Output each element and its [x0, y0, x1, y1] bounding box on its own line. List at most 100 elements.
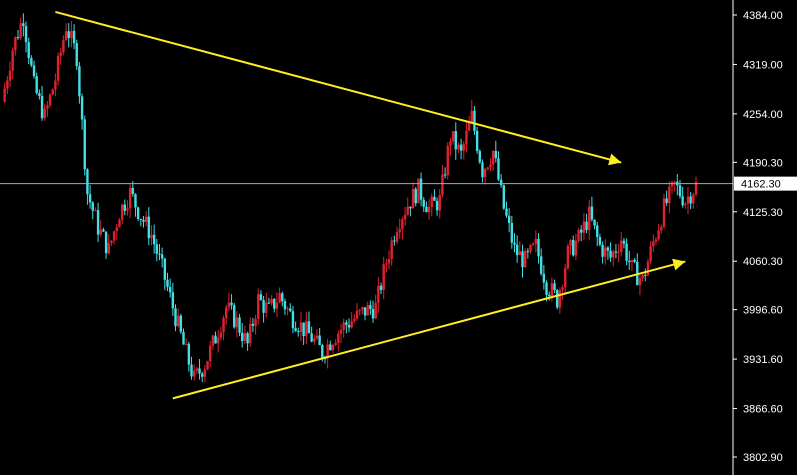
candle-down [628, 260, 631, 263]
candle-up [195, 368, 199, 371]
candle-up [411, 188, 415, 209]
candle-down [556, 290, 559, 308]
candle-down [545, 282, 548, 295]
candle-up [390, 240, 393, 259]
candle-down [230, 302, 233, 306]
candle-up [457, 144, 460, 150]
candle-down [32, 65, 36, 77]
candle-down [553, 283, 556, 291]
candle-up [604, 247, 607, 257]
current-price-box [734, 176, 797, 191]
candle-up [366, 305, 369, 316]
candle-up [192, 370, 196, 377]
candle-down [158, 253, 161, 255]
candle-down [200, 373, 204, 377]
candle-down [27, 42, 30, 59]
candle-up [184, 343, 188, 345]
candle-up [254, 318, 257, 326]
candle-up [417, 178, 420, 204]
candle-down [83, 119, 86, 170]
candle-up [70, 30, 73, 39]
candle-up [660, 226, 663, 231]
candle-down [238, 317, 241, 333]
candle-up [337, 333, 340, 343]
candle-up [446, 145, 449, 176]
candle-up [529, 244, 532, 252]
candle-up [326, 344, 329, 359]
candle-down [596, 225, 599, 237]
candle-down [371, 309, 375, 319]
candle-down [22, 23, 25, 27]
candle-up [217, 337, 220, 344]
candle-down [171, 292, 175, 309]
trendline-arrowhead [608, 153, 622, 166]
candle-down [318, 335, 321, 346]
y-tick-label: 3931.60 [743, 354, 783, 366]
candle-up [118, 219, 121, 228]
y-tick-label: 4384.00 [743, 10, 783, 22]
candle-down [505, 208, 508, 216]
candle-up [395, 232, 399, 242]
candle-up [126, 208, 129, 211]
candle-down [497, 158, 500, 180]
y-tick-label: 3996.60 [743, 305, 783, 317]
candle-down [251, 323, 255, 326]
candle-up [64, 31, 68, 41]
candle-down [160, 254, 164, 259]
candle-down [104, 231, 108, 254]
candle-down [379, 285, 383, 291]
candle-down [537, 238, 540, 257]
candle-down [329, 344, 332, 351]
candle-down [139, 218, 142, 220]
candle-down [80, 96, 84, 120]
candle-up [483, 168, 487, 178]
candle-up [43, 108, 46, 119]
candle-down [459, 144, 463, 151]
candle-down [422, 199, 425, 207]
trendline-2 [172, 260, 686, 400]
candle-down [665, 198, 668, 204]
candle-down [419, 178, 423, 200]
candle-up [451, 131, 455, 142]
candle-down [35, 76, 38, 94]
candle-down [689, 196, 692, 204]
candle-up [8, 70, 12, 81]
candle-down [187, 343, 191, 365]
candle-up [382, 264, 385, 291]
candle-down [246, 333, 249, 344]
candle-down [494, 150, 498, 159]
candle-down [310, 333, 313, 342]
candle-down [75, 43, 78, 67]
candle-up [489, 164, 492, 168]
trendline-arrowhead [672, 258, 686, 271]
candle-up [673, 181, 676, 183]
candle-down [369, 305, 372, 310]
candle-up [398, 229, 401, 233]
candle-down [67, 31, 70, 39]
candle-up [342, 322, 345, 330]
candle-up [222, 317, 225, 333]
candle-up [112, 231, 116, 241]
candle-down [147, 216, 151, 239]
candle-down [152, 234, 156, 245]
candle-down [166, 279, 169, 287]
candle-up [377, 285, 380, 303]
candle-down [593, 219, 596, 226]
candle-up [144, 216, 148, 222]
candle-down [96, 210, 100, 235]
candle-up [641, 275, 644, 279]
candle-down [40, 95, 44, 119]
y-tick-label: 4190.30 [743, 157, 783, 169]
candle-down [294, 328, 297, 331]
candle-up [128, 187, 132, 209]
candle-down [475, 130, 479, 152]
candle-up [577, 229, 580, 241]
candle-down [345, 322, 348, 325]
candle-up [110, 240, 113, 243]
candle-up [491, 150, 495, 165]
candle-down [174, 308, 177, 327]
candle-up [278, 293, 281, 303]
candle-up [219, 332, 223, 338]
candle-up [107, 242, 110, 254]
candle-up [670, 182, 674, 187]
